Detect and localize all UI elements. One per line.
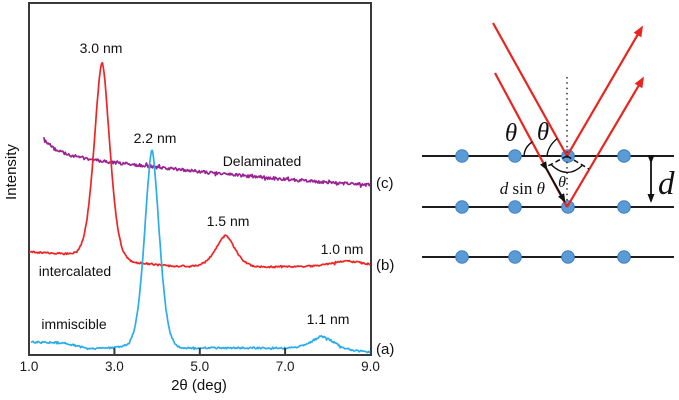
reflected-ray-top bbox=[566, 25, 644, 157]
theta-arc-left bbox=[523, 141, 533, 157]
d-italic: d bbox=[500, 179, 509, 198]
x-tick-label: 5.0 bbox=[190, 359, 209, 374]
atom bbox=[455, 250, 469, 264]
incident-ray-top bbox=[492, 22, 568, 157]
theta-arc-right bbox=[546, 137, 558, 157]
curve-label-delaminated: Delaminated bbox=[223, 153, 302, 169]
lattice-planes bbox=[422, 149, 674, 264]
curves-layer bbox=[28, 61, 371, 354]
curve-delaminated bbox=[43, 137, 371, 188]
curve-letter-c: (c) bbox=[376, 175, 394, 192]
peak-label-1.1nm: 1.1 nm bbox=[307, 311, 350, 327]
curve-label-immiscible: immiscible bbox=[41, 316, 107, 332]
curve-intercalated bbox=[28, 61, 371, 269]
curve-letter-b: (b) bbox=[376, 257, 394, 274]
theta-label-left: θ bbox=[505, 120, 517, 147]
x-tick-label: 9.0 bbox=[361, 359, 380, 374]
theta-italic: θ bbox=[537, 179, 545, 198]
theta-label-small: θ bbox=[558, 174, 566, 191]
d-sin-theta-label: d sin θ bbox=[500, 179, 545, 198]
curve-label-intercalated: intercalated bbox=[39, 263, 111, 279]
atom bbox=[617, 149, 631, 163]
peak-label-2.2nm: 2.2 nm bbox=[134, 130, 177, 146]
sin-roman: sin bbox=[508, 179, 536, 198]
bragg-diagram: θ θ θ d sin θ d bbox=[422, 22, 675, 264]
peak-label-1.0nm: 1.0 nm bbox=[321, 241, 364, 257]
peak-label-3.0nm: 3.0 nm bbox=[80, 40, 123, 56]
d-sin-theta-arrow bbox=[540, 161, 566, 203]
peak-label-1.5nm: 1.5 nm bbox=[207, 213, 250, 229]
atom bbox=[617, 250, 631, 264]
atom bbox=[508, 149, 522, 163]
x-axis-ticks bbox=[113, 348, 287, 355]
d-spacing-label: d bbox=[658, 166, 675, 202]
y-axis-title: Intensity bbox=[3, 144, 20, 200]
atom bbox=[455, 149, 469, 163]
curve-letter-a: (a) bbox=[376, 341, 394, 358]
atom bbox=[617, 200, 631, 214]
xrd-chart: 1.0 3.0 5.0 7.0 9.0 2θ (deg) Intensity 3… bbox=[3, 2, 394, 394]
atom bbox=[455, 200, 469, 214]
x-tick-label: 7.0 bbox=[276, 359, 295, 374]
atom bbox=[561, 250, 575, 264]
reflected-ray-bottom bbox=[566, 76, 645, 208]
atom bbox=[508, 200, 522, 214]
x-tick-label: 3.0 bbox=[105, 359, 124, 374]
x-axis-title: 2θ (deg) bbox=[171, 377, 227, 394]
atom bbox=[508, 250, 522, 264]
x-tick-label: 1.0 bbox=[20, 359, 39, 374]
theta-label-right: θ bbox=[537, 119, 549, 146]
